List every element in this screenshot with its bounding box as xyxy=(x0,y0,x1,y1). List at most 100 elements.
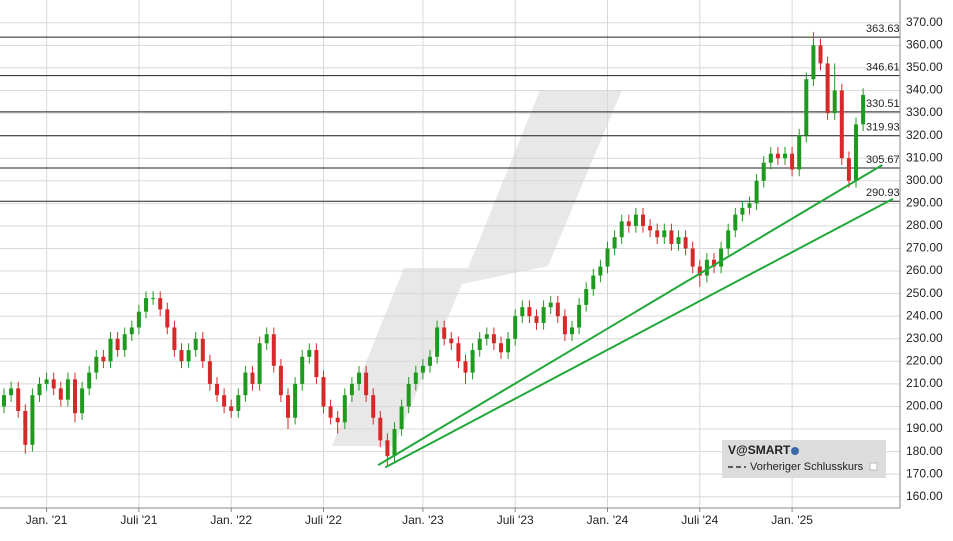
candle-body xyxy=(655,230,660,238)
candle-body xyxy=(151,298,156,300)
candle-body xyxy=(726,230,731,249)
x-tick-label: Jan. '24 xyxy=(587,513,629,527)
candle-body xyxy=(733,214,738,231)
candle-body xyxy=(761,162,766,181)
candle-body xyxy=(740,207,745,215)
candle-body xyxy=(413,372,418,384)
candle-body xyxy=(704,259,709,276)
candle-body xyxy=(51,379,56,389)
candle-body xyxy=(23,410,28,445)
y-tick-label: 200.00 xyxy=(906,399,943,413)
candle-body xyxy=(484,334,489,339)
candle-body xyxy=(775,153,780,159)
candle-body xyxy=(165,309,170,328)
y-tick-label: 300.00 xyxy=(906,173,943,187)
y-tick-label: 270.00 xyxy=(906,241,943,255)
trendline xyxy=(384,197,894,469)
y-tick-label: 340.00 xyxy=(906,83,943,97)
level-label: 319.93 xyxy=(866,122,900,134)
x-tick-label: Juli '23 xyxy=(497,513,534,527)
candle-body xyxy=(399,406,404,430)
candle-body xyxy=(506,338,511,353)
candle-body xyxy=(186,350,191,362)
candle-body xyxy=(747,203,752,208)
candle-body xyxy=(612,237,617,249)
level-label: 330.51 xyxy=(866,98,900,110)
candle-body xyxy=(435,327,440,357)
candle-body xyxy=(314,350,319,378)
x-tick-label: Juli '21 xyxy=(120,513,157,527)
candle-body xyxy=(286,395,290,418)
y-tick-label: 230.00 xyxy=(906,331,943,345)
candle-body xyxy=(44,379,49,384)
grid xyxy=(0,0,900,512)
candle-body xyxy=(712,259,716,267)
y-tick-label: 360.00 xyxy=(906,38,943,52)
candle-body xyxy=(321,377,326,407)
candle-body xyxy=(420,365,425,373)
candle-body xyxy=(449,338,454,344)
candle-body xyxy=(264,334,269,344)
candle-body xyxy=(243,372,248,396)
candle-body xyxy=(257,343,262,384)
candle-body xyxy=(2,395,6,407)
level-label: 346.61 xyxy=(866,61,900,73)
candle-body xyxy=(626,221,631,226)
y-tick-label: 350.00 xyxy=(906,60,943,74)
candle-body xyxy=(300,356,305,384)
candle-body xyxy=(662,230,667,238)
candle-body xyxy=(30,395,35,445)
candle-body xyxy=(9,388,14,396)
candle-body xyxy=(122,334,127,351)
candle-body xyxy=(378,417,383,441)
candle-body xyxy=(818,45,823,64)
candle-body xyxy=(754,180,759,204)
candle-body xyxy=(58,388,63,400)
y-tick-label: 160.00 xyxy=(906,489,943,503)
y-tick-label: 240.00 xyxy=(906,308,943,322)
candle-body xyxy=(428,356,432,366)
candle-body xyxy=(499,343,503,353)
candle-body xyxy=(619,221,624,238)
candle-body xyxy=(477,338,482,351)
candle-body xyxy=(697,266,702,276)
legend-series: V@SMART xyxy=(728,443,791,457)
candle-body xyxy=(797,135,802,170)
candle-body xyxy=(406,383,411,407)
y-tick-label: 310.00 xyxy=(906,150,943,164)
candle-body xyxy=(520,307,525,317)
y-tick-label: 220.00 xyxy=(906,353,943,367)
candle-body xyxy=(598,266,603,276)
candle-body xyxy=(101,356,106,362)
y-tick-label: 260.00 xyxy=(906,263,943,277)
candle-body xyxy=(222,395,227,407)
candle-body xyxy=(335,417,340,423)
candle-body xyxy=(825,63,830,114)
candle-body xyxy=(527,307,532,317)
candle-body xyxy=(669,230,674,244)
candle-body xyxy=(534,316,539,323)
candle-body xyxy=(456,343,461,362)
candle-body xyxy=(854,124,858,181)
candle-body xyxy=(683,237,688,249)
x-tick-label: Juli '24 xyxy=(681,513,718,527)
y-tick-label: 370.00 xyxy=(906,15,943,29)
candle-body xyxy=(577,304,582,328)
candle-body xyxy=(364,372,369,396)
candle-body xyxy=(80,388,85,414)
x-tick-label: Juli '22 xyxy=(305,513,342,527)
y-tick-label: 170.00 xyxy=(906,466,943,480)
candle-body xyxy=(193,338,198,351)
legend-checkbox[interactable] xyxy=(869,462,878,471)
candle-body xyxy=(676,237,681,244)
y-tick-label: 180.00 xyxy=(906,444,943,458)
candle-body xyxy=(513,316,518,339)
candle-body xyxy=(463,361,468,373)
candle-body xyxy=(115,338,120,351)
candle-body xyxy=(179,350,184,362)
candle-body xyxy=(690,248,695,267)
candle-body xyxy=(790,153,795,170)
candle-body xyxy=(839,90,844,159)
x-tick-label: Jan. '22 xyxy=(210,513,252,527)
candle-body xyxy=(783,153,787,159)
